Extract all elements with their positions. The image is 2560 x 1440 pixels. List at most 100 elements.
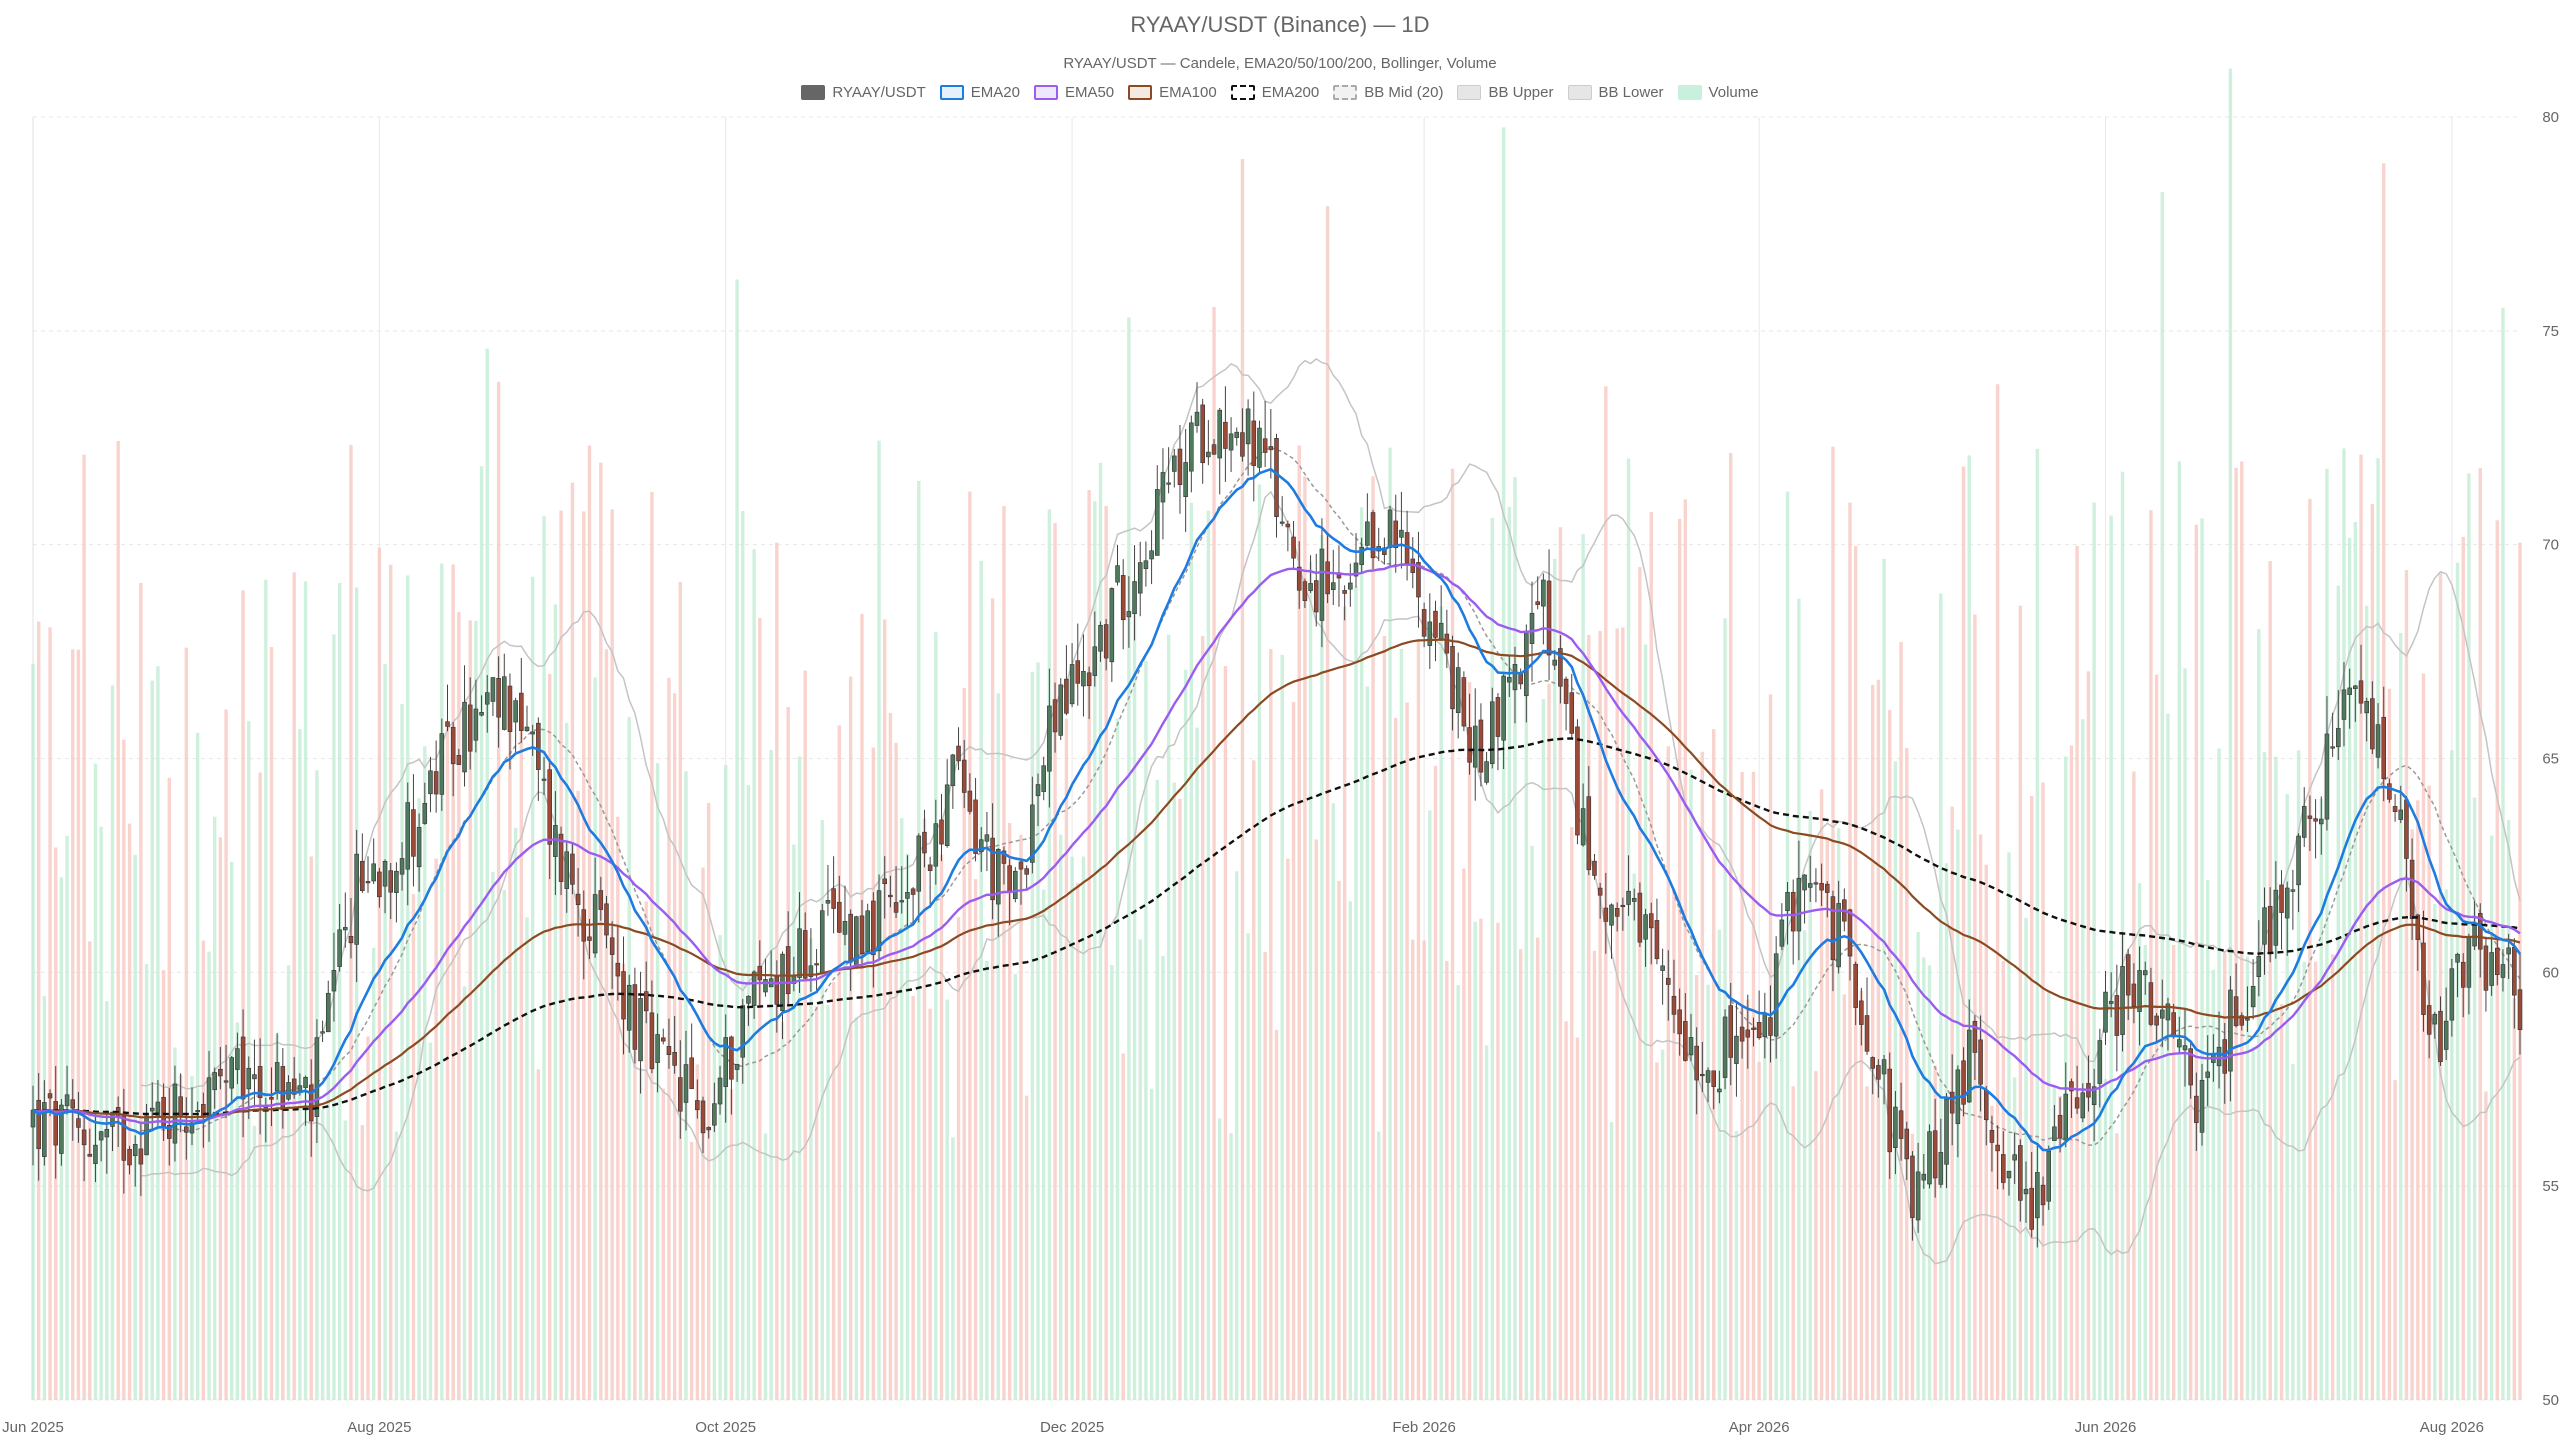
candle-body [2500,964,2506,978]
candle-body [1666,977,1671,985]
volume-bar [1734,1130,1739,1400]
candle-body [1194,411,1200,426]
legend-item-ryaay-usdt[interactable]: RYAAY/USDT [801,84,926,101]
x-tick-label: Aug 2026 [2420,1419,2484,1436]
candle-body [1189,422,1194,472]
volume-bar [1513,477,1517,1400]
candle-body [1489,701,1495,764]
volume-bar [1666,746,1670,1400]
candle-body [144,1115,149,1156]
volume-bar [865,949,870,1400]
candle-body [2069,1081,2074,1092]
candle-body [888,894,893,898]
candle-body [2392,806,2398,812]
volume-bar [559,510,563,1400]
candle-body [1949,1091,1955,1114]
volume-bar [1870,684,1875,1400]
candle-body [2177,1039,2182,1048]
volume-bar [1144,660,1148,1400]
volume-bar [1036,662,1040,1400]
legend-item-bb-upper[interactable]: BB Upper [1457,84,1554,101]
candle-body [2370,698,2375,750]
candle-body [819,910,825,973]
candle-body [2171,1012,2176,1036]
candle-body [1893,1106,1898,1148]
candle-body [422,803,428,824]
candle-body [1120,575,1126,621]
candle-body [530,731,535,735]
candle-body [240,1036,246,1100]
candle-body [178,1096,183,1118]
volume-bar [542,516,546,1400]
x-tick-label: Oct 2025 [695,1419,756,1436]
ema20-line [32,467,2522,1152]
candle-body [229,1057,235,1089]
volume-bar [1308,561,1313,1400]
candle-body [626,984,632,1031]
candle-body [2063,1093,2069,1141]
legend-item-ema50[interactable]: EMA50 [1033,84,1114,101]
candle-body [1819,883,1824,891]
volume-bar [1127,317,1131,1400]
legend-item-ema200[interactable]: EMA200 [1230,84,1320,101]
candle-body [1626,890,1631,905]
volume-bar [434,858,438,1400]
volume-bar [1524,689,1529,1400]
candle-body [1524,630,1529,697]
candle-body [269,1096,274,1100]
candle-body [1274,438,1279,518]
candle-body [785,946,791,995]
candle-body [2239,1015,2245,1026]
candle-body [223,1080,229,1083]
volume-bar [1570,827,1574,1400]
candle-body [1870,1057,1875,1069]
candle-body [2262,907,2267,945]
volume-bar [1655,1062,1659,1400]
volume-bar [650,491,654,1401]
candle-body [274,1062,280,1092]
legend-item-ema20[interactable]: EMA20 [939,84,1020,101]
volume-bar [1240,159,1245,1400]
volume-bar [1774,981,1778,1400]
candle-body [1399,529,1404,538]
volume-bar [548,674,552,1400]
candle-body [2103,991,2108,1033]
candle-body [825,900,831,904]
candle-body [1648,913,1654,929]
volume-bar [1876,679,1881,1400]
volume-bar [252,1125,257,1400]
candle-body [859,915,865,955]
candle-body [2381,716,2387,780]
volume-bar [1632,873,1636,1400]
candle-body [1211,444,1217,455]
candle-body [1296,566,1302,591]
candle-body [462,701,467,773]
volume-bar [2438,573,2443,1400]
candle-body [2273,889,2279,946]
volume-bar [48,627,52,1400]
candle-body [1137,562,1143,594]
candle-body [1938,1152,1944,1185]
legend-item-volume[interactable]: Volume [1677,84,1759,101]
candle-body [1620,904,1626,908]
x-tick-label: Feb 2026 [1392,1419,1455,1436]
volume-bar [264,579,268,1400]
volume-bar [1467,682,1472,1400]
legend-item-bb-mid-20[interactable]: BB Mid (20) [1333,84,1443,101]
candle-body [2188,1048,2193,1086]
candle-body [1217,409,1223,459]
legend-label: EMA100 [1159,84,1217,101]
candle-body [2358,680,2364,704]
legend-label: EMA200 [1261,84,1320,101]
legend-item-bb-lower[interactable]: BB Lower [1567,84,1664,101]
y-tick-label: 65 [2542,751,2559,768]
volume-bar [122,739,126,1400]
volume-bar [1059,834,1063,1400]
volume-bar [2007,852,2011,1400]
volume-bar [2347,537,2352,1400]
candle-body [973,799,978,854]
volume-bar [383,664,387,1400]
legend-item-ema100[interactable]: EMA100 [1128,84,1217,101]
candle-body [2159,1009,2165,1019]
volume-bar [1218,1118,1222,1400]
